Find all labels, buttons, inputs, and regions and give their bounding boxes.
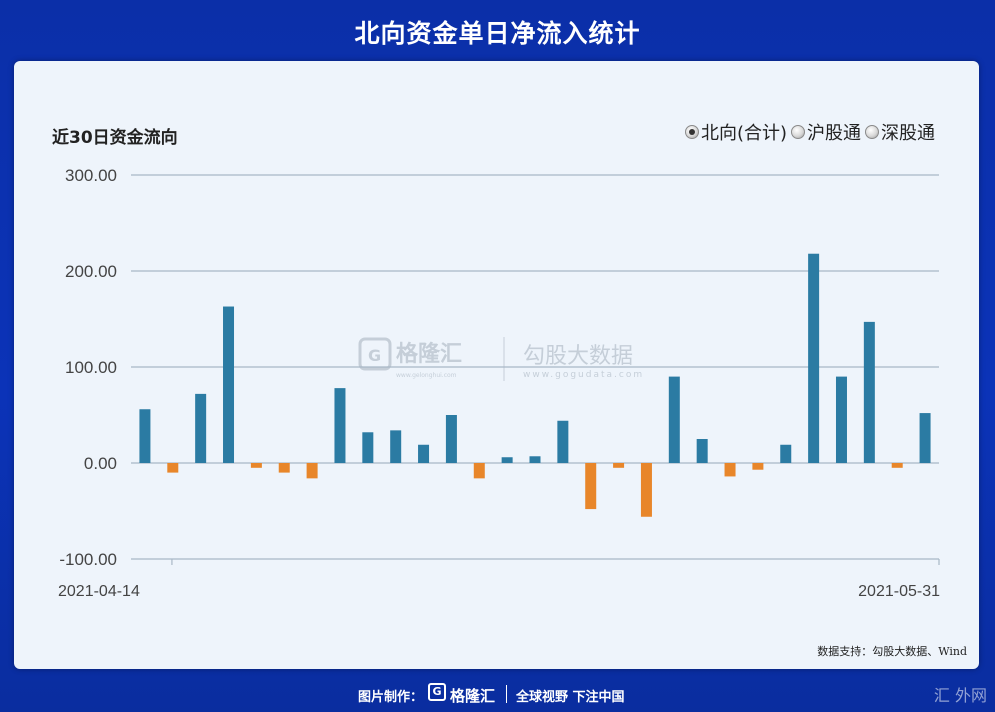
footer-slogan: 全球视野 下注中国	[516, 690, 625, 705]
bar	[473, 463, 485, 479]
bar	[167, 463, 179, 473]
bar	[724, 463, 736, 477]
bar	[250, 463, 262, 468]
bar	[668, 376, 680, 463]
y-tick-label: 300.00	[65, 166, 117, 185]
bars	[139, 253, 931, 517]
bar	[223, 306, 235, 463]
bar	[696, 439, 708, 463]
made-by-label: 图片制作：	[358, 690, 424, 705]
y-tick-label: 0.00	[84, 454, 117, 473]
bar	[808, 253, 820, 463]
y-axis: -100.00 0.00 100.00 200.00 300.00	[59, 166, 117, 569]
bar	[306, 463, 318, 479]
radio-selected-icon[interactable]	[684, 125, 699, 139]
watermark-brand: 格隆汇	[396, 341, 462, 367]
chart-title: 近30日资金流向	[52, 128, 178, 148]
watermark-logo-letter: G	[368, 346, 381, 365]
y-tick-label: 100.00	[65, 358, 117, 377]
x-axis: 2021-04-14 2021-05-31	[58, 559, 940, 600]
bar	[278, 463, 290, 473]
bar	[195, 393, 207, 463]
bar	[780, 444, 792, 463]
watermark-logo-icon	[358, 337, 392, 371]
footer-divider	[506, 685, 507, 703]
bar	[919, 413, 931, 463]
bar	[585, 463, 597, 510]
bar	[139, 409, 151, 463]
bar	[334, 388, 346, 463]
y-tick-label: 200.00	[65, 262, 117, 281]
x-tick-label: 2021-05-31	[858, 583, 940, 600]
watermark-data-url: www.gogudata.com	[523, 370, 644, 380]
footer: 图片制作： G 格隆汇 全球视野 下注中国	[0, 682, 995, 708]
watermark-brand-url: www.gelonghui.com	[396, 372, 457, 379]
legend-label-north: 北向(合计)	[700, 123, 787, 144]
data-source: 数据支持：勾股大数据、Wind	[817, 645, 967, 658]
bar	[891, 463, 903, 468]
bar	[529, 456, 541, 463]
grid	[131, 174, 939, 560]
legend-item-shanghai[interactable]: 沪股通	[791, 119, 861, 145]
bar	[557, 420, 569, 463]
bar	[863, 321, 875, 463]
bar-chart: -100.00 0.00 100.00 200.00 300.00 2021-04-14…	[58, 166, 940, 600]
x-tick-label: 2021-04-14	[58, 583, 140, 600]
corner-watermark: 汇 外网	[933, 686, 987, 705]
gelonghui-logo-icon: G	[428, 683, 446, 701]
legend: 北向(合计) 沪股通 深股通	[684, 119, 935, 145]
page-title: 北向资金单日净流入统计	[354, 19, 641, 48]
bar	[362, 432, 374, 463]
bar	[752, 463, 764, 470]
legend-label-shenzhen: 深股通	[881, 123, 935, 144]
y-tick-label: -100.00	[59, 550, 117, 569]
bar	[835, 376, 847, 463]
watermark: G 格隆汇 www.gelonghui.com 勾股大数据 www.goguda…	[358, 335, 648, 389]
watermark-graphic: G 格隆汇 www.gelonghui.com 勾股大数据 www.goguda…	[358, 337, 644, 381]
bar	[501, 457, 513, 463]
legend-label-shanghai: 沪股通	[807, 123, 861, 144]
footer-brand: 格隆汇	[450, 687, 496, 705]
bar	[390, 430, 402, 463]
bar	[613, 463, 625, 468]
watermark-data-brand: 勾股大数据	[523, 344, 633, 369]
bar	[445, 415, 457, 463]
bar	[418, 444, 430, 463]
legend-item-shenzhen[interactable]: 深股通	[865, 119, 935, 145]
radio-icon[interactable]	[865, 125, 879, 139]
bar	[640, 463, 652, 517]
chart-card: 近30日资金流向 北向(合计) 沪股通 深股通 G 格隆汇 www.gelong…	[14, 61, 979, 669]
radio-icon[interactable]	[791, 125, 805, 139]
legend-item-north[interactable]: 北向(合计)	[684, 119, 787, 145]
